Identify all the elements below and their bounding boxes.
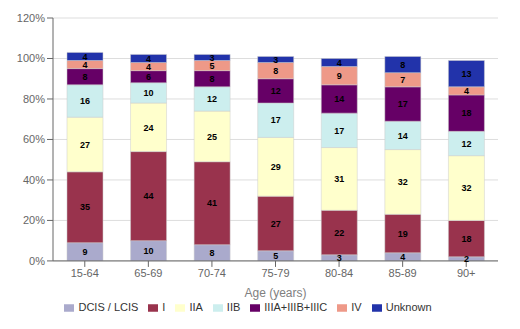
svg-text:0%: 0% xyxy=(29,255,45,267)
svg-text:27: 27 xyxy=(80,140,90,150)
svg-text:4: 4 xyxy=(146,61,152,72)
svg-text:8: 8 xyxy=(273,66,278,76)
svg-text:80-84: 80-84 xyxy=(325,267,353,279)
svg-text:3: 3 xyxy=(273,55,278,65)
svg-text:18: 18 xyxy=(461,234,471,244)
svg-text:32: 32 xyxy=(398,177,408,187)
svg-text:8: 8 xyxy=(210,74,215,84)
svg-text:60%: 60% xyxy=(23,133,45,145)
svg-text:12: 12 xyxy=(207,94,217,104)
svg-text:16: 16 xyxy=(80,96,90,106)
svg-text:40%: 40% xyxy=(23,174,45,186)
svg-text:Age (years): Age (years) xyxy=(244,286,306,300)
html-text:Unknown: Unknown xyxy=(385,300,432,313)
html-text:IIIA+IIIB+IIIC: IIIA+IIIB+IIIC xyxy=(264,300,328,313)
svg-text:9: 9 xyxy=(82,247,87,257)
svg-text:27: 27 xyxy=(271,219,281,229)
svg-text:35: 35 xyxy=(80,202,90,212)
svg-text:18: 18 xyxy=(461,108,471,118)
svg-text:85-89: 85-89 xyxy=(389,267,417,279)
svg-text:2: 2 xyxy=(464,254,469,264)
html-text:IIB: IIB xyxy=(226,300,241,313)
svg-text:65-69: 65-69 xyxy=(134,267,162,279)
svg-text:20%: 20% xyxy=(23,214,45,226)
svg-text:17: 17 xyxy=(271,115,281,125)
svg-text:12: 12 xyxy=(271,86,281,96)
svg-text:3: 3 xyxy=(210,53,215,63)
svg-text:19: 19 xyxy=(398,229,408,239)
svg-text:14: 14 xyxy=(398,131,408,141)
svg-text:7: 7 xyxy=(400,75,405,85)
html-text:DCIS / LCIS: DCIS / LCIS xyxy=(78,300,139,313)
svg-text:13: 13 xyxy=(461,69,471,79)
svg-text:90+: 90+ xyxy=(457,267,476,279)
svg-text:4: 4 xyxy=(82,59,88,70)
svg-text:17: 17 xyxy=(334,126,344,136)
svg-text:41: 41 xyxy=(207,198,217,208)
svg-text:4: 4 xyxy=(400,252,405,262)
html-text:I: I xyxy=(162,300,166,313)
svg-text:8: 8 xyxy=(400,60,405,70)
svg-text:22: 22 xyxy=(334,228,344,238)
svg-text:5: 5 xyxy=(209,60,215,71)
svg-text:29: 29 xyxy=(271,162,281,172)
svg-text:15-64: 15-64 xyxy=(71,267,99,279)
svg-text:10: 10 xyxy=(144,246,154,256)
svg-text:14: 14 xyxy=(334,94,344,104)
svg-text:25: 25 xyxy=(207,132,217,142)
svg-text:12: 12 xyxy=(461,139,471,149)
svg-text:4: 4 xyxy=(337,58,342,68)
svg-text:24: 24 xyxy=(144,123,154,133)
svg-text:4: 4 xyxy=(82,52,87,62)
svg-text:8: 8 xyxy=(82,72,87,82)
svg-text:32: 32 xyxy=(461,183,471,193)
svg-text:44: 44 xyxy=(144,191,154,201)
svg-text:75-79: 75-79 xyxy=(261,267,289,279)
svg-text:9: 9 xyxy=(337,71,342,81)
svg-text:10: 10 xyxy=(144,88,154,98)
svg-text:80%: 80% xyxy=(23,93,45,105)
svg-text:4: 4 xyxy=(464,86,469,96)
svg-text:8: 8 xyxy=(210,248,215,258)
html-text:IIA: IIA xyxy=(189,300,203,313)
html-text:IV: IV xyxy=(351,300,362,313)
svg-text:3: 3 xyxy=(337,253,342,263)
svg-text:31: 31 xyxy=(334,174,344,184)
svg-text:5: 5 xyxy=(273,251,278,261)
svg-text:17: 17 xyxy=(398,99,408,109)
svg-text:120%: 120% xyxy=(17,12,45,24)
svg-text:6: 6 xyxy=(146,72,151,82)
svg-text:4: 4 xyxy=(146,54,151,64)
svg-text:70-74: 70-74 xyxy=(198,267,226,279)
svg-text:100%: 100% xyxy=(17,52,45,64)
